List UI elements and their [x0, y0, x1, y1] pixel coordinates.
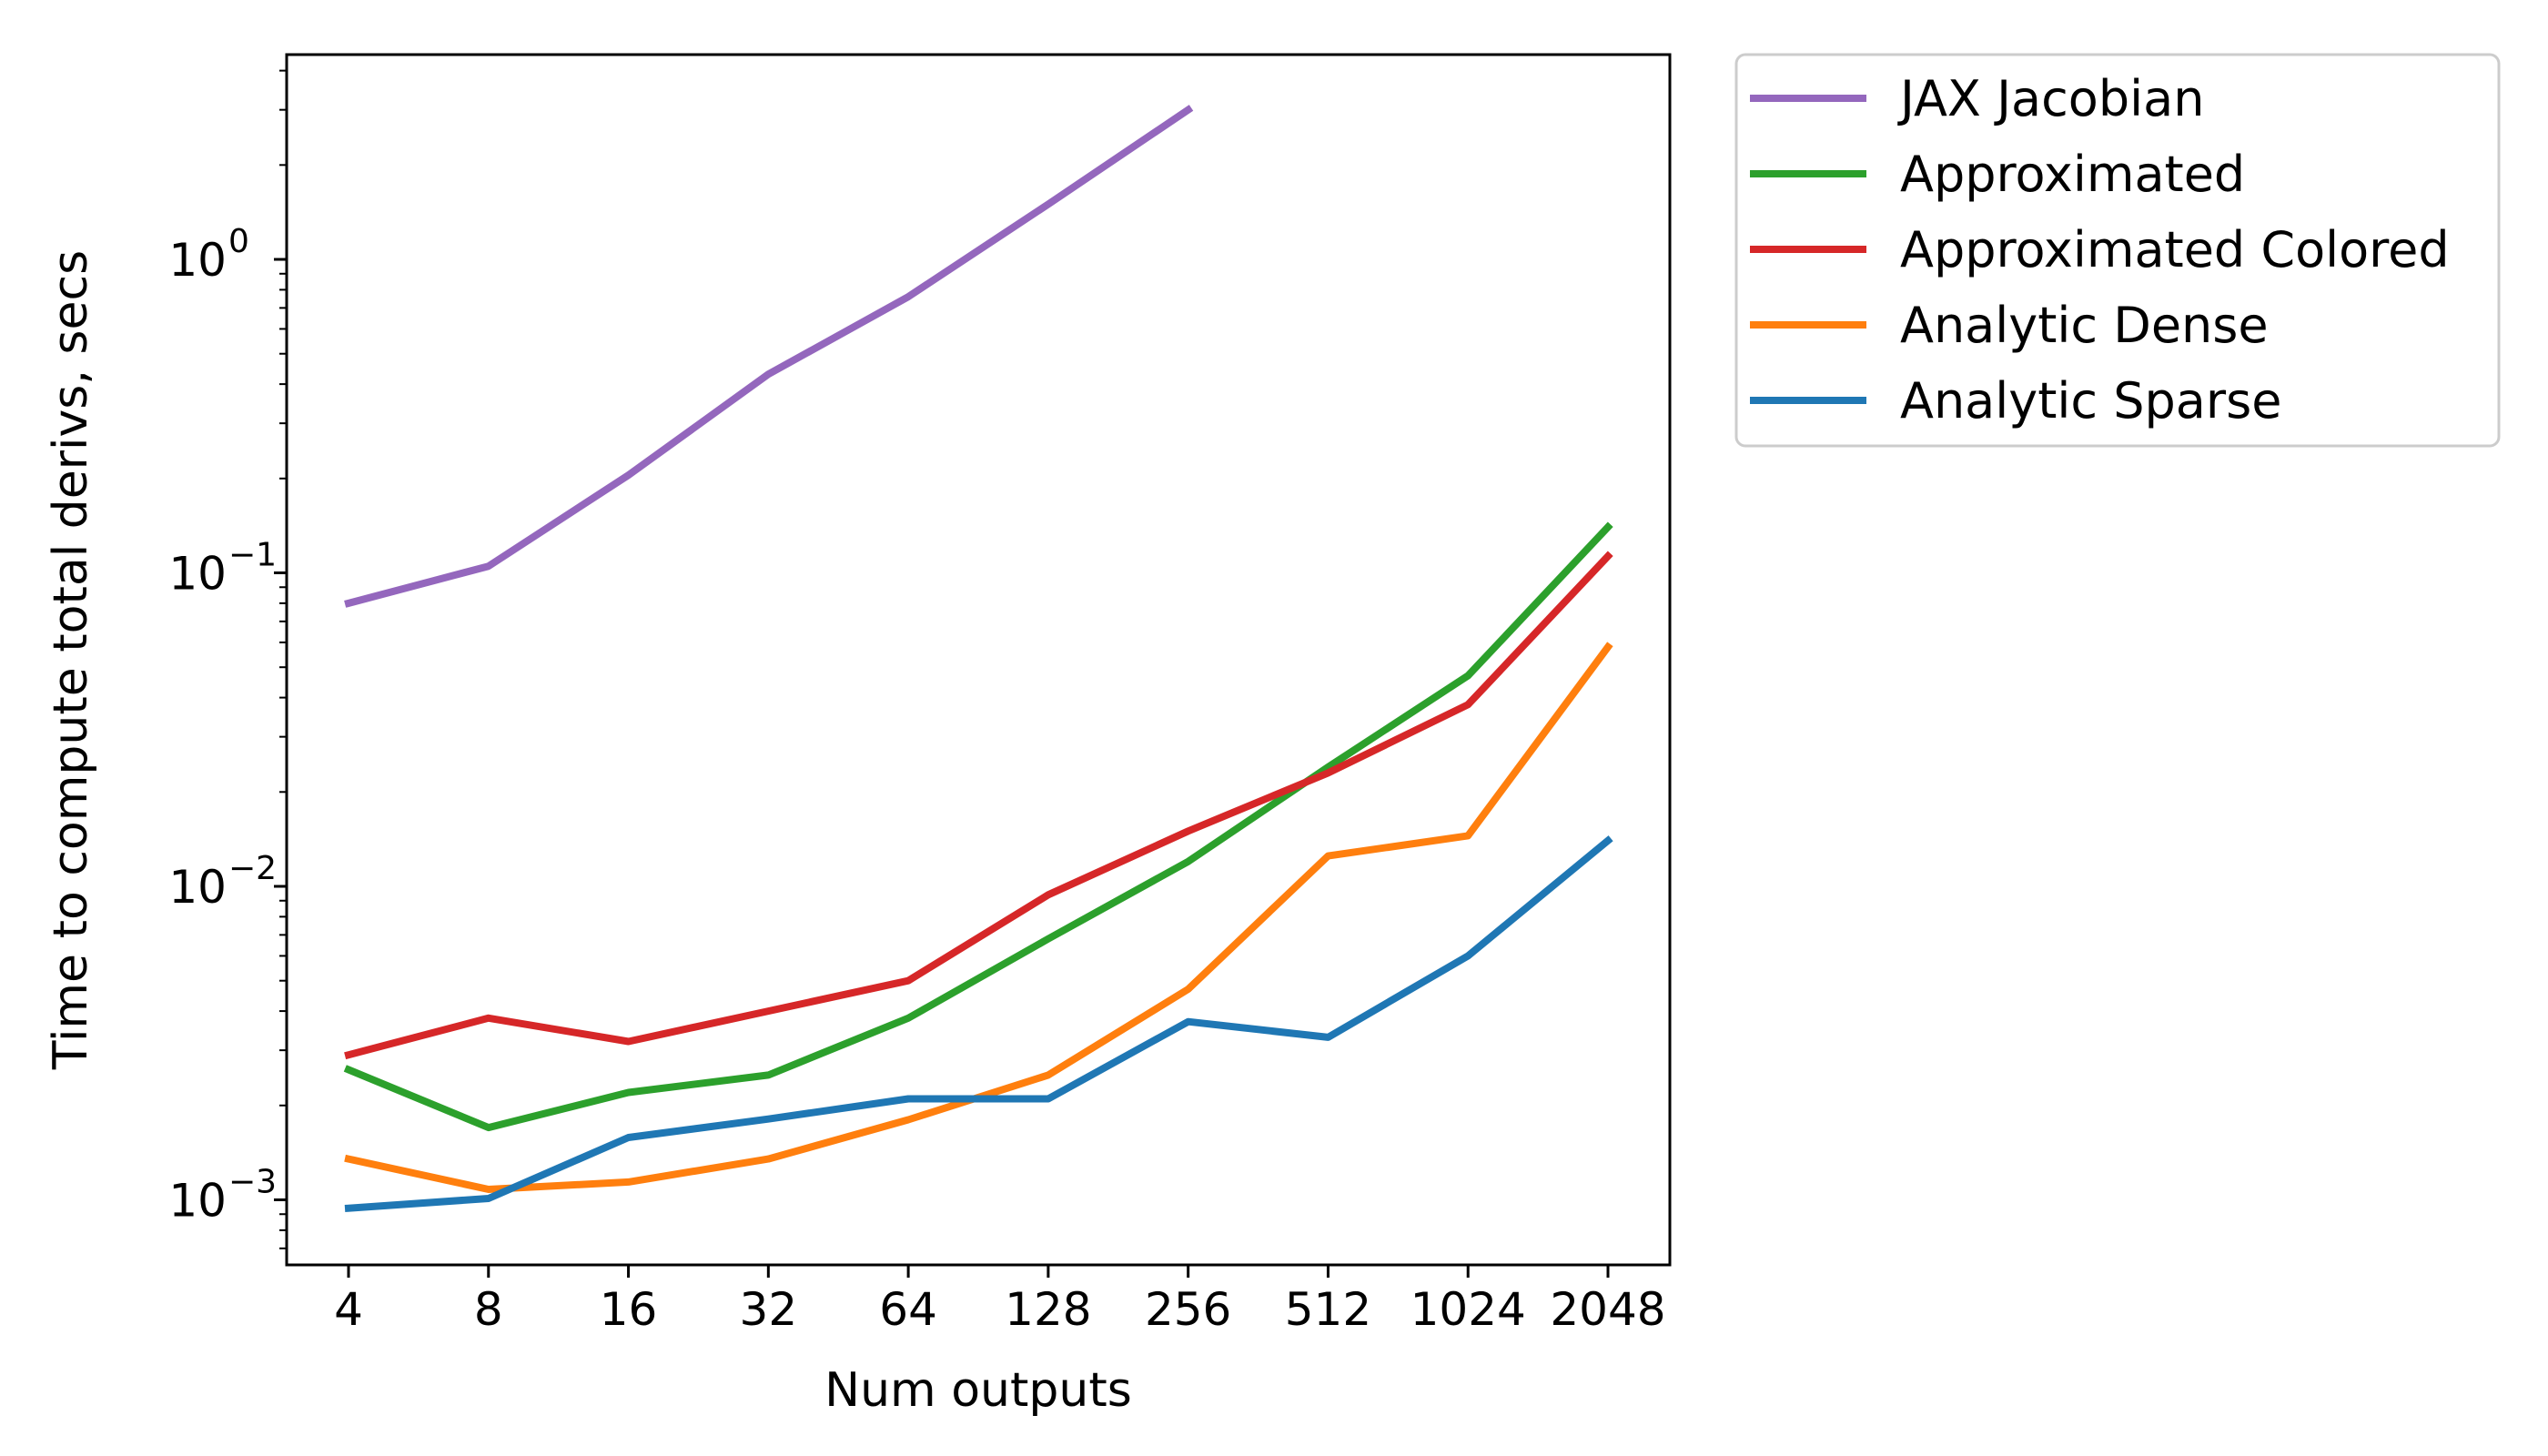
x-tick-label: 512	[1285, 1283, 1371, 1336]
y-tick-base: 10	[168, 1174, 227, 1227]
legend-label-approximated: Approximated	[1900, 146, 2245, 203]
x-axis: 4 8 16 32 64 128 256 512 1024 2048	[334, 1265, 1666, 1336]
x-tick-label: 32	[740, 1283, 798, 1336]
x-tick-label: 8	[474, 1283, 503, 1336]
y-tick-label: 10	[168, 234, 227, 287]
x-tick-label: 2048	[1550, 1283, 1665, 1336]
y-tick-label: 10	[168, 1174, 227, 1227]
y-tick-exponent: −3	[228, 1163, 277, 1200]
x-tick-label: 256	[1145, 1283, 1231, 1336]
x-tick-label: 1024	[1410, 1283, 1526, 1336]
x-tick-label: 4	[334, 1283, 363, 1336]
legend-label-approximated-colored: Approximated Colored	[1900, 221, 2450, 278]
x-tick-label: 16	[600, 1283, 658, 1336]
x-tick-label: 128	[1005, 1283, 1091, 1336]
x-axis-label: Num outputs	[824, 1363, 1132, 1418]
series-line-jax-jacobian	[344, 105, 1194, 608]
plot-area	[343, 105, 1613, 1212]
y-tick-label: 10	[168, 548, 227, 601]
y-tick-base: 10	[168, 234, 227, 287]
y-tick-exponent: 0	[228, 223, 249, 260]
series-line-analytic-sparse	[344, 835, 1613, 1212]
y-tick-base: 10	[168, 861, 227, 914]
series-line-approximated-colored	[344, 551, 1613, 1060]
legend-label-analytic-dense: Analytic Dense	[1900, 297, 2269, 354]
legend-label-jax-jacobian: JAX Jacobian	[1897, 70, 2204, 127]
series-line-approximated	[343, 521, 1613, 1132]
legend-label-analytic-sparse: Analytic Sparse	[1900, 372, 2281, 430]
y-tick-exponent: −2	[228, 850, 277, 887]
y-tick-base: 10	[168, 548, 227, 601]
plot-frame	[285, 53, 1672, 1267]
y-tick-exponent: −1	[228, 537, 277, 574]
legend-box	[1734, 53, 2501, 448]
y-tick-label: 10	[168, 861, 227, 914]
x-tick-label: 64	[879, 1283, 937, 1336]
legend: JAX Jacobian Approximated Approximated Col…	[1734, 53, 2501, 448]
y-axis-label: Time to compute total derivs, secs	[44, 250, 98, 1070]
